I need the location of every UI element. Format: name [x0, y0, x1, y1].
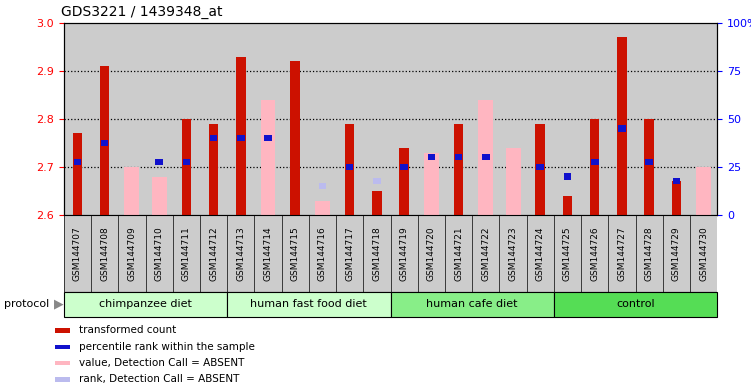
Text: GSM144728: GSM144728 — [644, 226, 653, 281]
Bar — [209, 124, 219, 215]
Bar — [264, 135, 272, 141]
Bar — [182, 119, 191, 215]
Bar — [101, 140, 108, 146]
Bar — [261, 100, 276, 215]
Bar — [345, 124, 354, 215]
Text: control: control — [617, 299, 655, 310]
Bar — [64, 292, 227, 317]
Bar — [645, 159, 653, 165]
Bar — [673, 178, 680, 184]
Text: GSM144716: GSM144716 — [318, 226, 327, 281]
Bar — [391, 292, 554, 317]
Bar — [482, 154, 490, 160]
Bar — [236, 57, 246, 215]
Bar — [424, 153, 439, 215]
Bar — [400, 148, 409, 215]
Text: percentile rank within the sample: percentile rank within the sample — [79, 342, 255, 352]
Text: GSM144717: GSM144717 — [345, 226, 354, 281]
Bar — [155, 159, 163, 165]
Text: GSM144718: GSM144718 — [372, 226, 382, 281]
Bar — [291, 61, 300, 215]
Text: GSM144711: GSM144711 — [182, 226, 191, 281]
Text: GSM144719: GSM144719 — [400, 226, 409, 281]
Bar — [372, 191, 382, 215]
Text: GSM144730: GSM144730 — [699, 226, 708, 281]
Text: rank, Detection Call = ABSENT: rank, Detection Call = ABSENT — [79, 374, 240, 384]
Text: chimpanzee diet: chimpanzee diet — [99, 299, 192, 310]
Text: GSM144726: GSM144726 — [590, 226, 599, 281]
Text: GSM144708: GSM144708 — [100, 226, 109, 281]
Text: GDS3221 / 1439348_at: GDS3221 / 1439348_at — [61, 5, 222, 19]
Text: GSM144722: GSM144722 — [481, 226, 490, 281]
Text: human fast food diet: human fast food diet — [251, 299, 367, 310]
Bar — [617, 38, 626, 215]
Text: GSM144714: GSM144714 — [264, 226, 273, 281]
Text: GSM144723: GSM144723 — [508, 226, 517, 281]
Text: transformed count: transformed count — [79, 326, 176, 336]
Bar — [210, 135, 217, 141]
Bar — [182, 159, 190, 165]
Text: GSM144713: GSM144713 — [237, 226, 246, 281]
Bar — [535, 124, 545, 215]
Bar — [346, 164, 354, 170]
Text: protocol: protocol — [4, 299, 49, 310]
Bar — [671, 182, 681, 215]
Text: GSM144725: GSM144725 — [563, 226, 572, 281]
Bar — [152, 177, 167, 215]
Bar — [554, 292, 717, 317]
Bar — [455, 154, 463, 160]
Bar — [74, 159, 81, 165]
Text: value, Detection Call = ABSENT: value, Detection Call = ABSENT — [79, 358, 244, 368]
Bar — [237, 135, 245, 141]
Text: GSM144720: GSM144720 — [427, 226, 436, 281]
Text: GSM144715: GSM144715 — [291, 226, 300, 281]
Bar — [56, 344, 70, 349]
Text: human cafe diet: human cafe diet — [427, 299, 518, 310]
Bar — [696, 167, 711, 215]
Text: GSM144709: GSM144709 — [128, 226, 137, 281]
Bar — [427, 154, 435, 160]
Bar — [73, 134, 82, 215]
Text: GSM144729: GSM144729 — [672, 226, 681, 281]
Bar — [644, 119, 654, 215]
Text: ▶: ▶ — [54, 298, 64, 311]
Bar — [536, 164, 544, 170]
Text: GSM144712: GSM144712 — [209, 226, 218, 281]
Bar — [100, 66, 110, 215]
Bar — [227, 292, 391, 317]
Bar — [125, 167, 140, 215]
Bar — [478, 100, 493, 215]
Bar — [505, 148, 520, 215]
Bar — [56, 361, 70, 366]
Bar — [400, 164, 408, 170]
Bar — [454, 124, 463, 215]
Text: GSM144721: GSM144721 — [454, 226, 463, 281]
Text: GSM144710: GSM144710 — [155, 226, 164, 281]
Bar — [315, 201, 330, 215]
Bar — [56, 377, 70, 382]
Bar — [590, 119, 599, 215]
Bar — [373, 178, 381, 184]
Text: GSM144707: GSM144707 — [73, 226, 82, 281]
Bar — [618, 125, 626, 132]
Bar — [591, 159, 599, 165]
Text: GSM144727: GSM144727 — [617, 226, 626, 281]
Text: GSM144724: GSM144724 — [535, 226, 544, 281]
Bar — [56, 328, 70, 333]
Bar — [564, 173, 572, 180]
Bar — [318, 183, 326, 189]
Bar — [562, 196, 572, 215]
